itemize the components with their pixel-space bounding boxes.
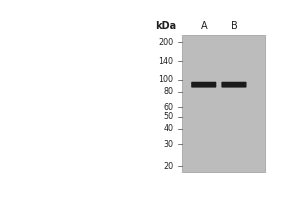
FancyBboxPatch shape <box>221 82 247 88</box>
Text: A: A <box>200 21 207 31</box>
Text: 30: 30 <box>164 140 173 149</box>
Text: 80: 80 <box>164 87 173 96</box>
Text: 100: 100 <box>158 75 173 84</box>
Text: 200: 200 <box>158 38 173 47</box>
Text: kDa: kDa <box>155 21 176 31</box>
Bar <box>182 35 266 172</box>
FancyBboxPatch shape <box>191 82 216 88</box>
Text: 60: 60 <box>164 103 173 112</box>
Text: 50: 50 <box>164 112 173 121</box>
Text: 20: 20 <box>164 162 173 171</box>
Text: 40: 40 <box>164 124 173 133</box>
Text: 140: 140 <box>158 57 173 66</box>
Text: B: B <box>231 21 237 31</box>
